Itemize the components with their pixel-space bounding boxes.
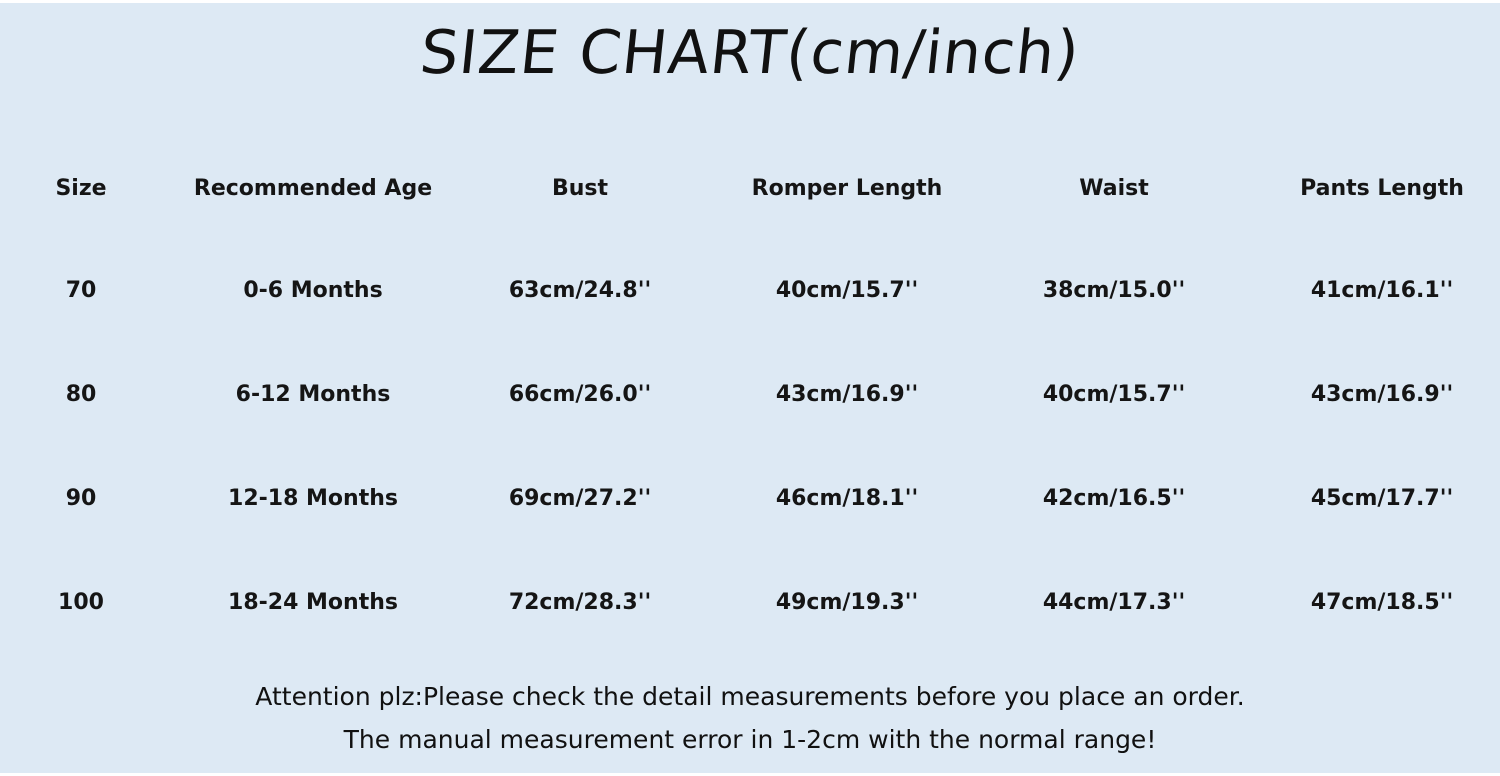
cell-waist: 40cm/15.7'' [1042, 382, 1186, 407]
chart-background [0, 3, 1500, 773]
cell-pants-length: 41cm/16.1'' [1310, 278, 1454, 303]
cell-bust: 69cm/27.2'' [508, 486, 652, 511]
page-title: SIZE CHART(cm/inch) [416, 18, 1084, 88]
cell-pants-length: 47cm/18.5'' [1310, 590, 1454, 615]
cell-waist: 42cm/16.5'' [1042, 486, 1186, 511]
cell-size: 90 [65, 486, 97, 511]
cell-size: 100 [58, 590, 104, 615]
cell-romper-length: 49cm/19.3'' [775, 590, 919, 615]
attention-note: Attention plz:Please check the detail me… [255, 682, 1245, 711]
header-size: Size [55, 176, 107, 201]
cell-romper-length: 46cm/18.1'' [775, 486, 919, 511]
cell-age: 18-24 Months [228, 590, 398, 615]
header-waist: Waist [1079, 176, 1149, 201]
cell-romper-length: 40cm/15.7'' [775, 278, 919, 303]
cell-size: 80 [65, 382, 97, 407]
cell-waist: 38cm/15.0'' [1042, 278, 1186, 303]
header-pants-length: Pants Length [1300, 176, 1464, 201]
cell-waist: 44cm/17.3'' [1042, 590, 1186, 615]
cell-bust: 63cm/24.8'' [508, 278, 652, 303]
cell-age: 0-6 Months [243, 278, 383, 303]
cell-romper-length: 43cm/16.9'' [775, 382, 919, 407]
cell-bust: 72cm/28.3'' [508, 590, 652, 615]
cell-pants-length: 45cm/17.7'' [1310, 486, 1454, 511]
header-recommended-age: Recommended Age [193, 176, 433, 201]
cell-age: 6-12 Months [235, 382, 391, 407]
cell-size: 70 [65, 278, 97, 303]
header-bust: Bust [551, 176, 609, 201]
cell-pants-length: 43cm/16.9'' [1310, 382, 1454, 407]
cell-bust: 66cm/26.0'' [508, 382, 652, 407]
header-romper-length: Romper Length [751, 176, 943, 201]
cell-age: 12-18 Months [228, 486, 398, 511]
measurement-error-note: The manual measurement error in 1-2cm wi… [343, 725, 1157, 754]
